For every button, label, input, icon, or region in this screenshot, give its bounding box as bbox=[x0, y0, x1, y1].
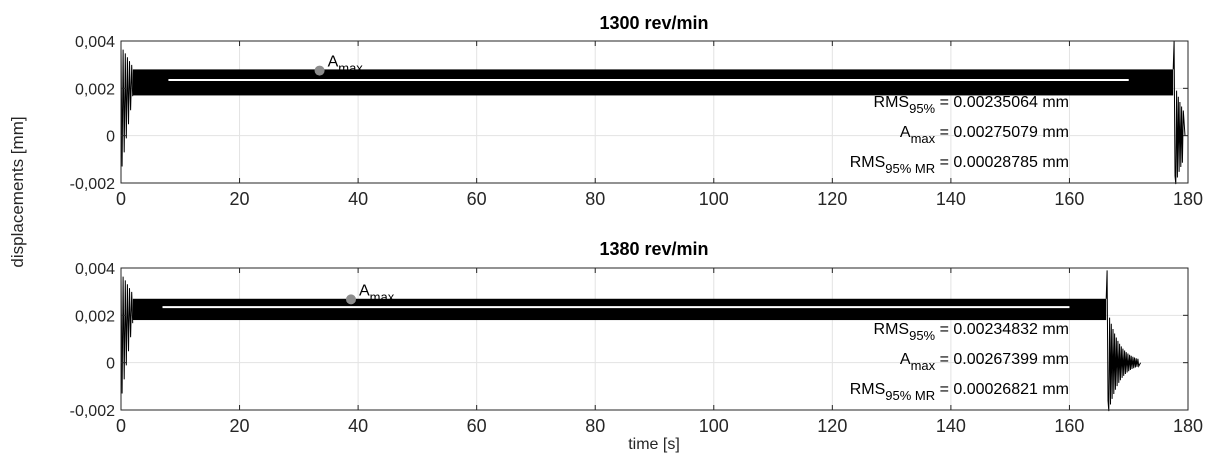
amax-marker bbox=[314, 65, 325, 76]
y-tick-label: 0,004 bbox=[75, 261, 115, 278]
end-spike bbox=[1172, 40, 1186, 185]
y-tick-label: 0,004 bbox=[75, 34, 115, 51]
x-tick-label: 120 bbox=[817, 416, 847, 436]
x-tick-label: 120 bbox=[817, 189, 847, 209]
x-tick-label: 20 bbox=[230, 416, 250, 436]
x-tick-label: 0 bbox=[116, 189, 126, 209]
x-tick-label: 60 bbox=[467, 189, 487, 209]
figure-xlabel: time [s] bbox=[628, 436, 680, 453]
axes-frame bbox=[120, 267, 1189, 411]
steady-band bbox=[132, 298, 1107, 321]
x-tick-label: 180 bbox=[1173, 416, 1203, 436]
plot-area bbox=[121, 41, 1188, 183]
x-tick-label: 180 bbox=[1173, 189, 1203, 209]
x-tick-label: 0 bbox=[116, 416, 126, 436]
x-tick-label: 40 bbox=[348, 189, 368, 209]
plot-area bbox=[121, 268, 1188, 410]
annotation-text: RMS95% MR = 0.00028785 mm bbox=[850, 154, 1069, 176]
x-tick-label: 80 bbox=[585, 416, 605, 436]
x-tick-label: 160 bbox=[1054, 189, 1084, 209]
annotation-text: Amax = 0.00275079 mm bbox=[900, 124, 1069, 146]
end-spike bbox=[1105, 270, 1142, 412]
x-tick-label: 20 bbox=[230, 189, 250, 209]
y-tick-label: -0,002 bbox=[70, 176, 115, 193]
panel-title: 1300 rev/min bbox=[599, 13, 708, 33]
x-tick-label: 60 bbox=[467, 416, 487, 436]
x-tick-label: 140 bbox=[936, 189, 966, 209]
annotation-text: RMS95% = 0.00234832 mm bbox=[874, 321, 1069, 343]
annotation-text: Amax = 0.00267399 mm bbox=[900, 351, 1069, 373]
displacement-series bbox=[120, 270, 1142, 412]
x-tick-label: 100 bbox=[699, 189, 729, 209]
amax-marker bbox=[345, 294, 356, 305]
y-tick-label: 0 bbox=[106, 129, 115, 146]
y-tick-label: 0,002 bbox=[75, 308, 115, 325]
start-transient bbox=[120, 45, 134, 167]
annotation-text: RMS95% = 0.00235064 mm bbox=[874, 94, 1069, 116]
y-tick-label: 0,002 bbox=[75, 81, 115, 98]
annotation-text: RMS95% MR = 0.00026821 mm bbox=[850, 381, 1069, 403]
displacement-series bbox=[120, 40, 1186, 185]
axes-frame bbox=[120, 40, 1189, 184]
x-tick-label: 160 bbox=[1054, 416, 1084, 436]
start-transient bbox=[120, 272, 134, 394]
x-tick-label: 40 bbox=[348, 416, 368, 436]
y-tick-label: 0 bbox=[106, 356, 115, 373]
x-tick-label: 80 bbox=[585, 189, 605, 209]
panel-title: 1380 rev/min bbox=[599, 239, 708, 259]
y-tick-label: -0,002 bbox=[70, 403, 115, 420]
x-tick-label: 140 bbox=[936, 416, 966, 436]
figure-ylabel: displacements [mm] bbox=[8, 116, 27, 267]
steady-band bbox=[132, 69, 1174, 96]
x-tick-label: 100 bbox=[699, 416, 729, 436]
